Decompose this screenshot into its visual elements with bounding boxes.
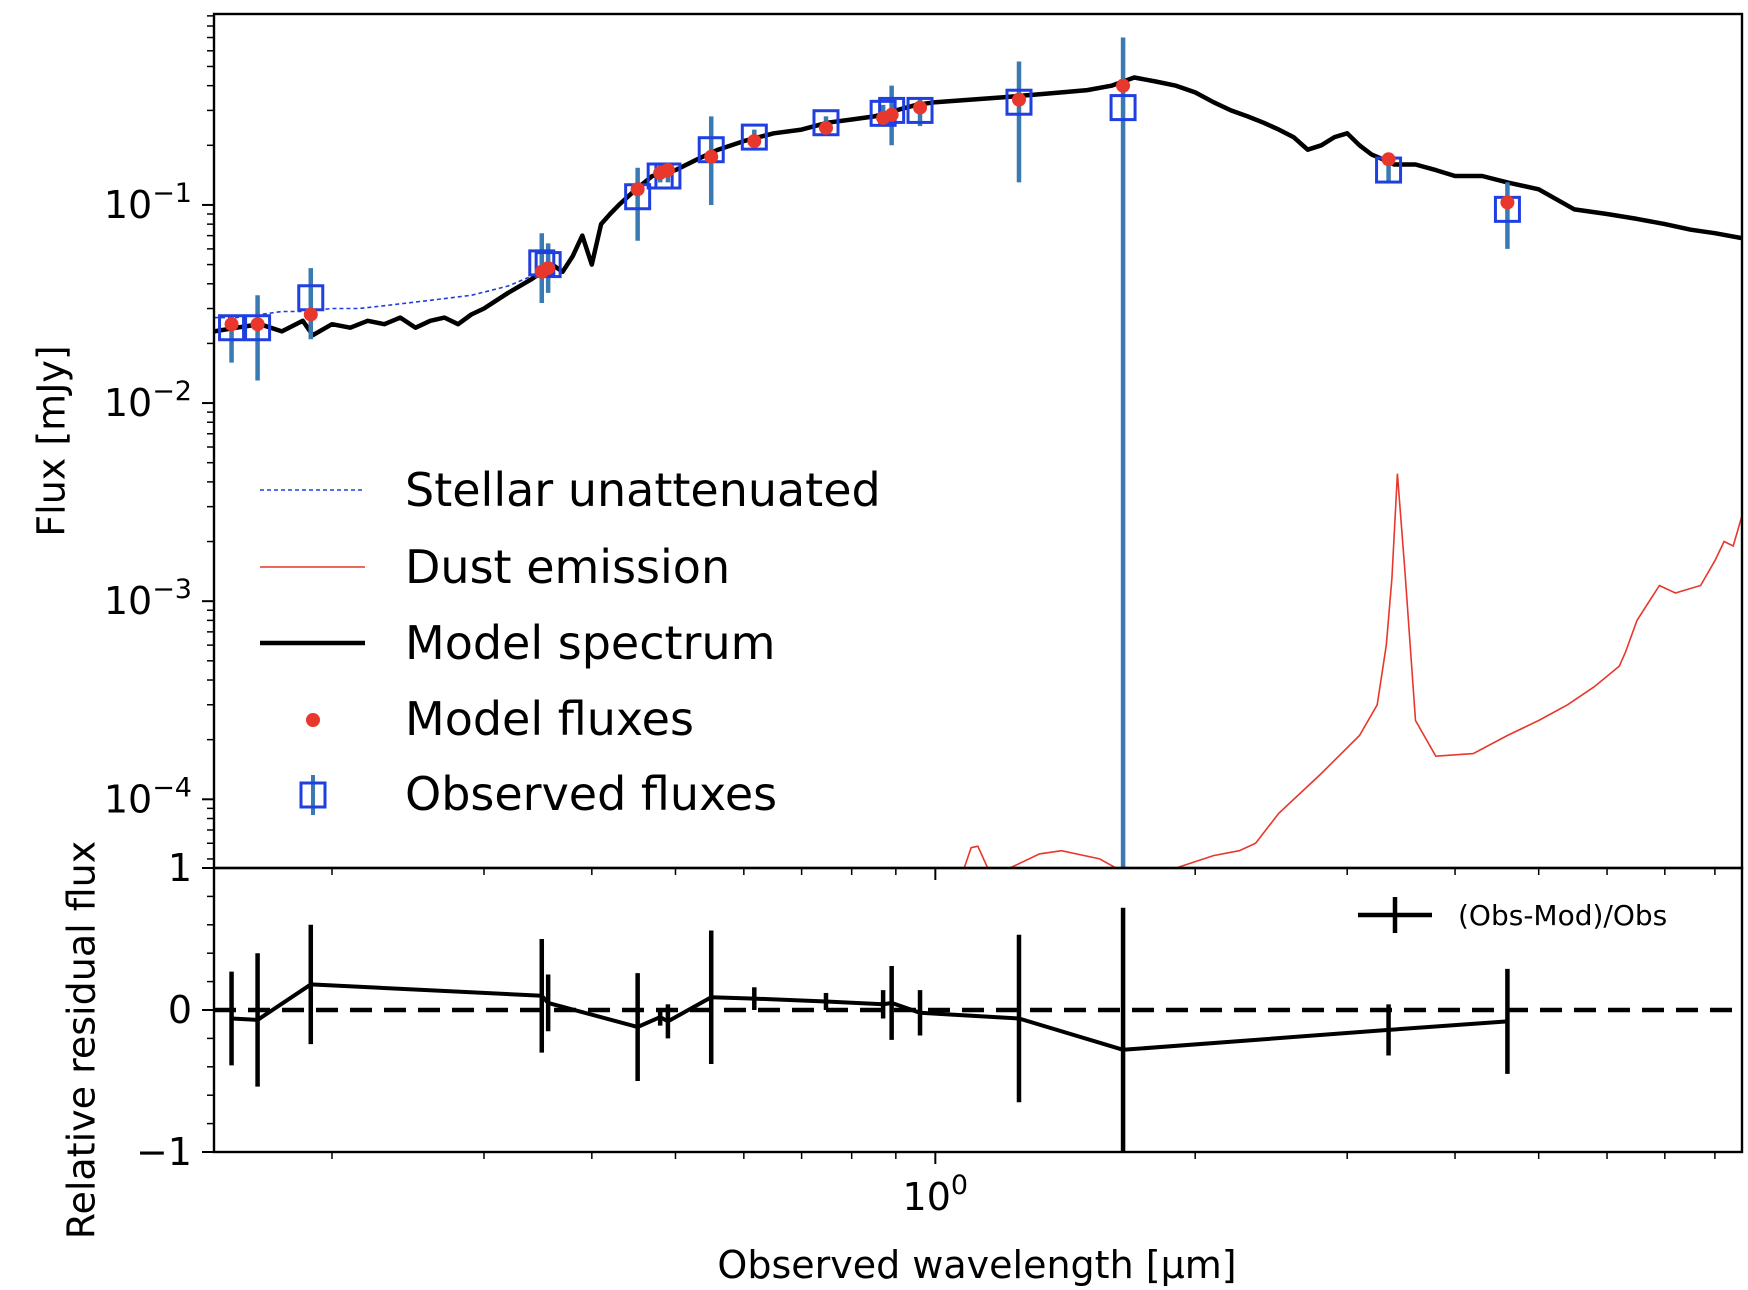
bottom-y-tick-label: 0 [168, 988, 192, 1032]
residual-line [231, 982, 1508, 1052]
top-y-tick-label-exponent: −1 [152, 178, 192, 209]
model-flux-point [630, 182, 645, 197]
model-flux-point [541, 261, 556, 276]
model-flux-point [1011, 92, 1026, 107]
top-plot-area [214, 37, 1742, 868]
observed-flux-marker [906, 96, 934, 124]
bottom-plot-area [214, 907, 1742, 1152]
top-y-tick-label-base: 10 [104, 579, 152, 623]
model-flux-point [747, 134, 762, 149]
legend-item-model-fluxes: Model fluxes [306, 692, 694, 746]
top-y-tick-label-base: 10 [104, 183, 152, 227]
observed-flux-marker [218, 314, 246, 342]
top-y-axis: 10−110−210−310−4 [104, 15, 214, 860]
model-flux-point [884, 107, 899, 122]
x-axis-label: Observed wavelength [μm] [717, 1243, 1236, 1287]
model-flux-point [250, 317, 265, 332]
model-flux-point [1381, 152, 1396, 167]
observed-flux-marker [878, 96, 906, 124]
top-y-tick-label-base: 10 [104, 381, 152, 425]
model-flux-point [660, 163, 675, 178]
model-flux-point [704, 149, 719, 164]
observed-flux-marker [740, 123, 768, 151]
observed-flux-marker [1109, 94, 1137, 122]
top-legend: Stellar unattenuated Dust emission Model… [260, 463, 881, 821]
bottom-y-axis-label: Relative residual flux [60, 841, 104, 1239]
legend-label-model-spectrum: Model spectrum [405, 616, 775, 670]
top-y-tick-label-exponent: −2 [152, 376, 192, 407]
legend-item-dust-emission: Dust emission [260, 540, 730, 594]
legend-swatch-observed-square [299, 781, 327, 809]
series-dust-emission [963, 473, 1742, 868]
bottom-panel: 10−1 100 Relative residual flux Observed… [60, 841, 1744, 1287]
legend-label-dust: Dust emission [405, 540, 730, 594]
legend-item-observed-fluxes: Observed fluxes [299, 767, 777, 821]
x-tick-label: 100 [903, 1170, 969, 1219]
top-y-tick-label: 10−1 [104, 178, 192, 227]
legend-label-model-fluxes: Model fluxes [405, 692, 694, 746]
bottom-y-tick-label: −1 [136, 1130, 192, 1174]
bottom-y-axis: 1 0 −1 [136, 846, 214, 1174]
model-flux-point [913, 100, 928, 115]
model-flux-point [1116, 78, 1131, 93]
model-flux-point [224, 317, 239, 332]
observed-flux-marker [1005, 88, 1033, 116]
x-tick-label-exponent: 0 [951, 1170, 968, 1201]
top-y-tick-label-base: 10 [104, 777, 152, 821]
model-flux-point [818, 120, 833, 135]
top-y-tick-label: 10−4 [104, 772, 192, 821]
legend-label-stellar: Stellar unattenuated [405, 463, 881, 517]
top-y-tick-label-exponent: −4 [152, 772, 192, 803]
top-y-tick-label: 10−3 [104, 574, 192, 623]
bottom-axes-frame [212, 866, 1744, 1154]
observed-flux-marker [244, 314, 272, 342]
model-flux-point [1500, 195, 1515, 210]
legend-swatch-model-fluxes [306, 713, 320, 727]
top-y-tick-label-exponent: −3 [152, 574, 192, 605]
top-panel: 10−110−210−310−4 Flux [mJy] [30, 12, 1744, 870]
observed-flux-marker [534, 251, 562, 279]
legend-item-model-spectrum: Model spectrum [260, 616, 775, 670]
legend-label-observed-fluxes: Observed fluxes [405, 767, 777, 821]
x-tick-label-base: 10 [903, 1175, 951, 1219]
legend-item-stellar-unattenuated: Stellar unattenuated [260, 463, 881, 517]
bottom-legend: (Obs-Mod)/Obs [1358, 897, 1667, 933]
model-flux-point [303, 307, 318, 322]
top-y-axis-label: Flux [mJy] [30, 345, 74, 536]
bottom-y-tick-label: 1 [168, 846, 192, 890]
bottom-legend-label: (Obs-Mod)/Obs [1458, 899, 1667, 932]
top-y-tick-label: 10−2 [104, 376, 192, 425]
series-stellar-unattenuated [214, 271, 543, 319]
